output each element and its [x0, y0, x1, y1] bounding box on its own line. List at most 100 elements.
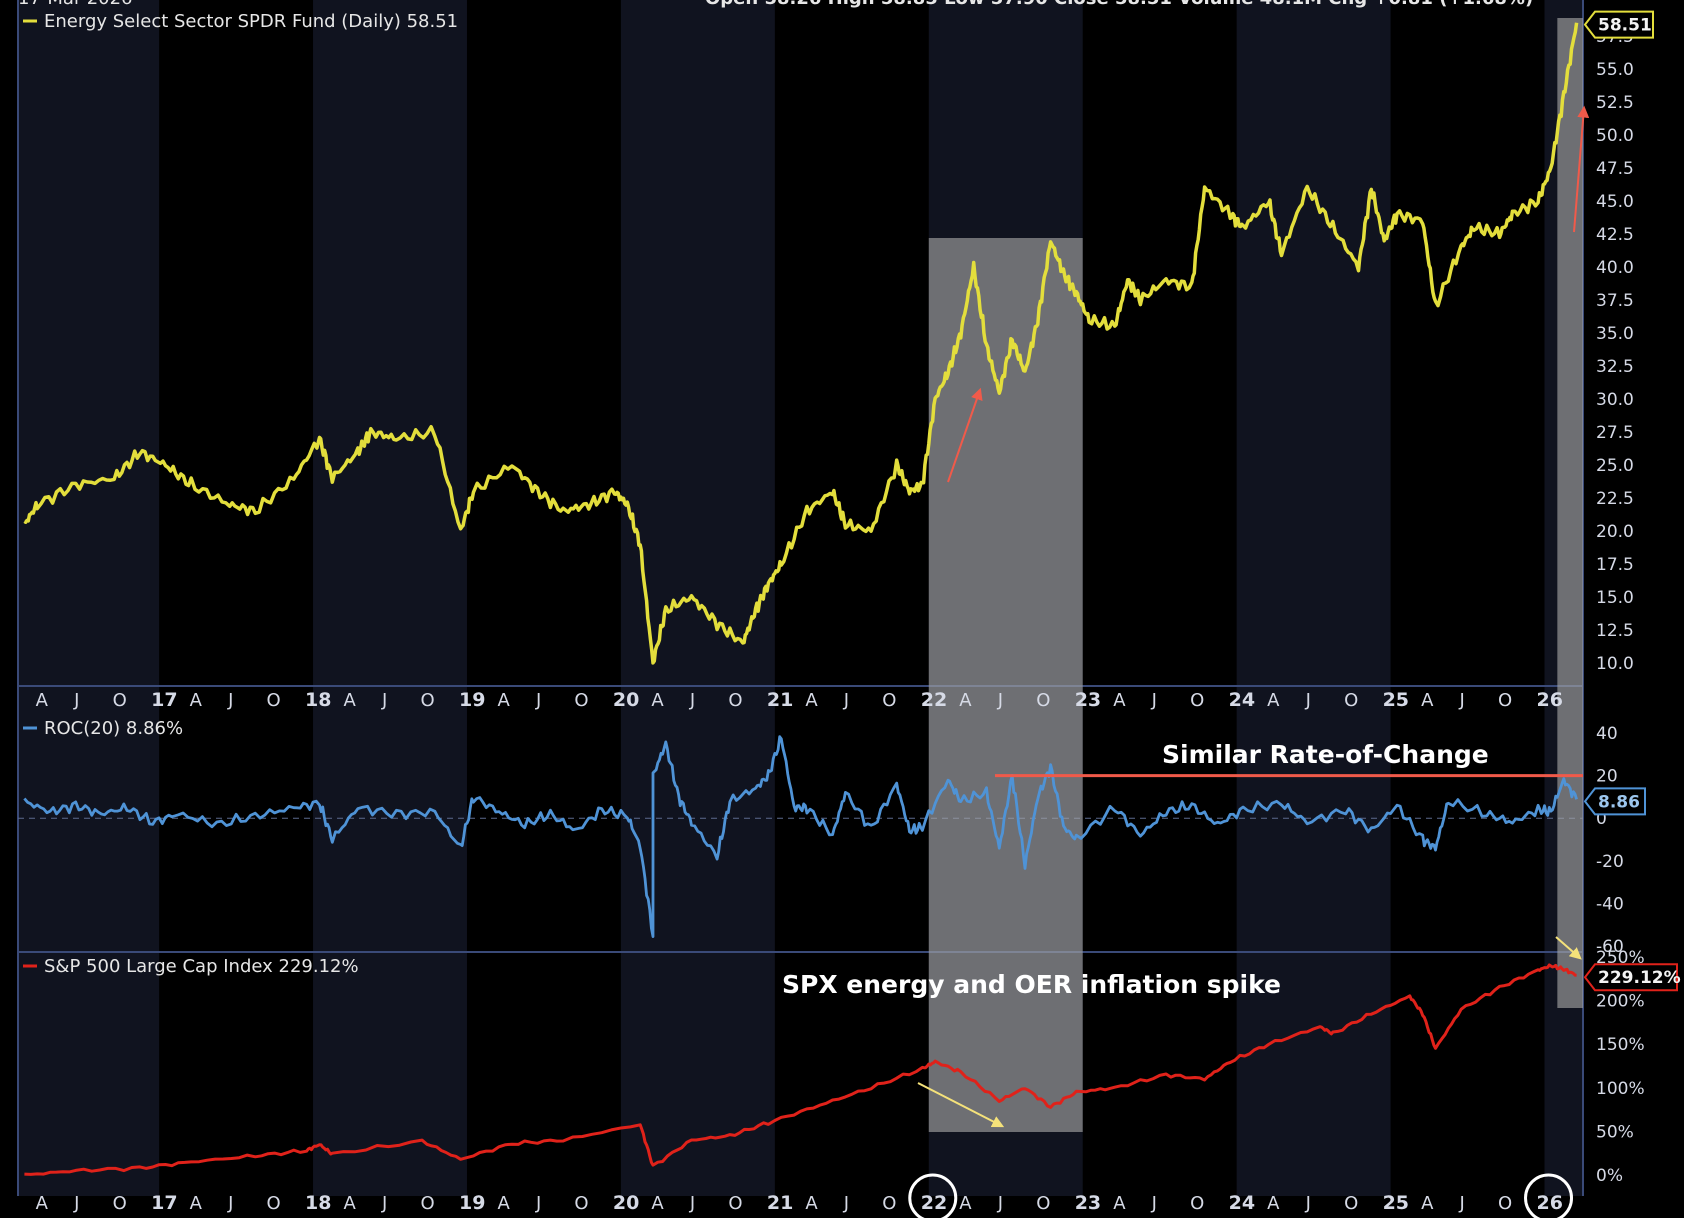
x-tick-label: O [1344, 1193, 1358, 1214]
x-tick-label: J [997, 690, 1003, 711]
x-tick-label: A [805, 1193, 818, 1214]
x-tick-label: O [1036, 1193, 1050, 1214]
x-tick-label: J [843, 1193, 849, 1214]
x-tick-label: 26 [1537, 1192, 1563, 1214]
x-tick-label: O [728, 1193, 742, 1214]
x-tick-label: 22 [921, 1192, 947, 1214]
x-tick-label: A [1267, 690, 1280, 711]
x-tick-label: J [1305, 1193, 1311, 1214]
price-y-tick: 32.5 [1596, 357, 1634, 377]
x-tick-label: O [1190, 690, 1204, 711]
price-y-ticks: 57.555.052.550.047.545.042.540.037.535.0… [1596, 27, 1634, 674]
x-tick-label: O [574, 690, 588, 711]
x-tick-label: 24 [1229, 1192, 1255, 1214]
x-tick-label: J [73, 1193, 79, 1214]
x-tick-label: 17 [151, 1192, 177, 1214]
x-tick-label: J [689, 1193, 695, 1214]
roc-y-tick: 40 [1596, 724, 1618, 744]
x-tick-label: A [344, 690, 357, 711]
spx-y-tick: 150% [1596, 1035, 1645, 1055]
x-tick-label: A [1113, 1193, 1126, 1214]
spx-arrow-2022 [917, 1082, 1005, 1128]
spx-last-value: 229.12% [1598, 968, 1681, 988]
x-tick-label: A [36, 1193, 49, 1214]
price-y-tick: 55.0 [1596, 60, 1634, 80]
spx-y-ticks: 250% 200% 150% 100% 50% 0% [1596, 948, 1645, 1186]
x-tick-label: J [1459, 1193, 1465, 1214]
price-y-tick: 45.0 [1596, 192, 1634, 212]
x-tick-label: 19 [459, 689, 485, 711]
x-tick-label: O [1344, 690, 1358, 711]
x-tick-label: J [535, 690, 541, 711]
price-y-tick: 47.5 [1596, 159, 1634, 179]
x-tick-label: O [1498, 1193, 1512, 1214]
roc-y-tick: -60 [1596, 937, 1624, 957]
x-tick-label: 24 [1229, 689, 1255, 711]
roc-y-tick: 20 [1596, 767, 1618, 787]
price-y-tick: 12.5 [1596, 621, 1634, 641]
roc-last-value: 8.86 [1598, 792, 1640, 812]
x-tick-label: 26 [1537, 689, 1563, 711]
x-tick-label: 18 [305, 689, 331, 711]
spx-x-ticks: A J O 17 A J O 18 A J O 19 A J O 20 A J O 21 A J O 22 A J O 23 A J O 24… [36, 1192, 1563, 1214]
x-tick-label: O [574, 1193, 588, 1214]
x-tick-label: A [959, 690, 972, 711]
x-tick-label: A [1113, 690, 1126, 711]
header-date: 17-Mar-2026 [18, 0, 133, 9]
year-band-2016 [18, 0, 160, 1196]
x-tick-label: O [1190, 1193, 1204, 1214]
price-last-value: 58.51 [1598, 16, 1652, 36]
highlight-2022-window [928, 238, 1083, 1132]
x-tick-label: A [805, 690, 818, 711]
price-y-tick: 50.0 [1596, 126, 1634, 146]
x-tick-label: 25 [1383, 689, 1409, 711]
x-tick-label: 21 [767, 689, 793, 711]
x-tick-label: 21 [767, 1192, 793, 1214]
x-tick-label: J [381, 690, 387, 711]
x-tick-label: O [882, 690, 896, 711]
year-band-2020 [620, 0, 775, 1196]
x-tick-label: O [113, 690, 127, 711]
price-y-tick: 22.5 [1596, 489, 1634, 509]
price-y-tick: 27.5 [1596, 423, 1634, 443]
header-quote: Open 58.26 High 58.85 Low 57.90 Close 58… [705, 0, 1533, 9]
price-y-tick: 40.0 [1596, 258, 1634, 278]
x-tick-label: 23 [1075, 1192, 1101, 1214]
x-tick-label: J [535, 1193, 541, 1214]
x-tick-label: A [190, 1193, 203, 1214]
x-tick-label: J [997, 1193, 1003, 1214]
x-tick-label: J [1459, 690, 1465, 711]
spx-last-value-tag-shape [1583, 963, 1678, 992]
x-tick-label: O [728, 690, 742, 711]
x-tick-label: O [267, 1193, 281, 1214]
roc-annotation-text: Similar Rate-of-Change [1162, 740, 1489, 769]
x-tick-label: 20 [613, 689, 639, 711]
x-tick-label: 18 [305, 1192, 331, 1214]
x-tick-label: O [420, 690, 434, 711]
circle-tick-26 [1524, 1173, 1574, 1218]
price-y-tick: 42.5 [1596, 225, 1634, 245]
roc-y-tick: -40 [1596, 894, 1624, 914]
spx-y-tick: 100% [1596, 1079, 1645, 1099]
x-tick-label: J [381, 1193, 387, 1214]
price-y-tick: 15.0 [1596, 588, 1634, 608]
x-tick-label: O [420, 1193, 434, 1214]
x-tick-label: 22 [921, 689, 947, 711]
x-tick-label: A [1267, 1193, 1280, 1214]
roc-y-tick: -20 [1596, 852, 1624, 872]
x-tick-label: J [689, 690, 695, 711]
x-tick-label: J [227, 1193, 233, 1214]
spx-y-tick: 50% [1596, 1122, 1634, 1142]
x-tick-label: J [1151, 1193, 1157, 1214]
x-tick-label: A [651, 1193, 664, 1214]
roc-last-value-tag: 8.86 [1583, 787, 1646, 816]
roc-y-ticks: 40 20 0 -20 -40 -60 [1596, 724, 1624, 957]
x-tick-label: O [882, 1193, 896, 1214]
x-tick-label: A [190, 690, 203, 711]
x-tick-label: A [959, 1193, 972, 1214]
price-y-tick: 25.0 [1596, 456, 1634, 476]
roc-line [23, 735, 1578, 938]
spx-last-value-tag: 229.12% [1583, 963, 1681, 992]
price-last-value-tag: 58.51 [1583, 10, 1654, 39]
